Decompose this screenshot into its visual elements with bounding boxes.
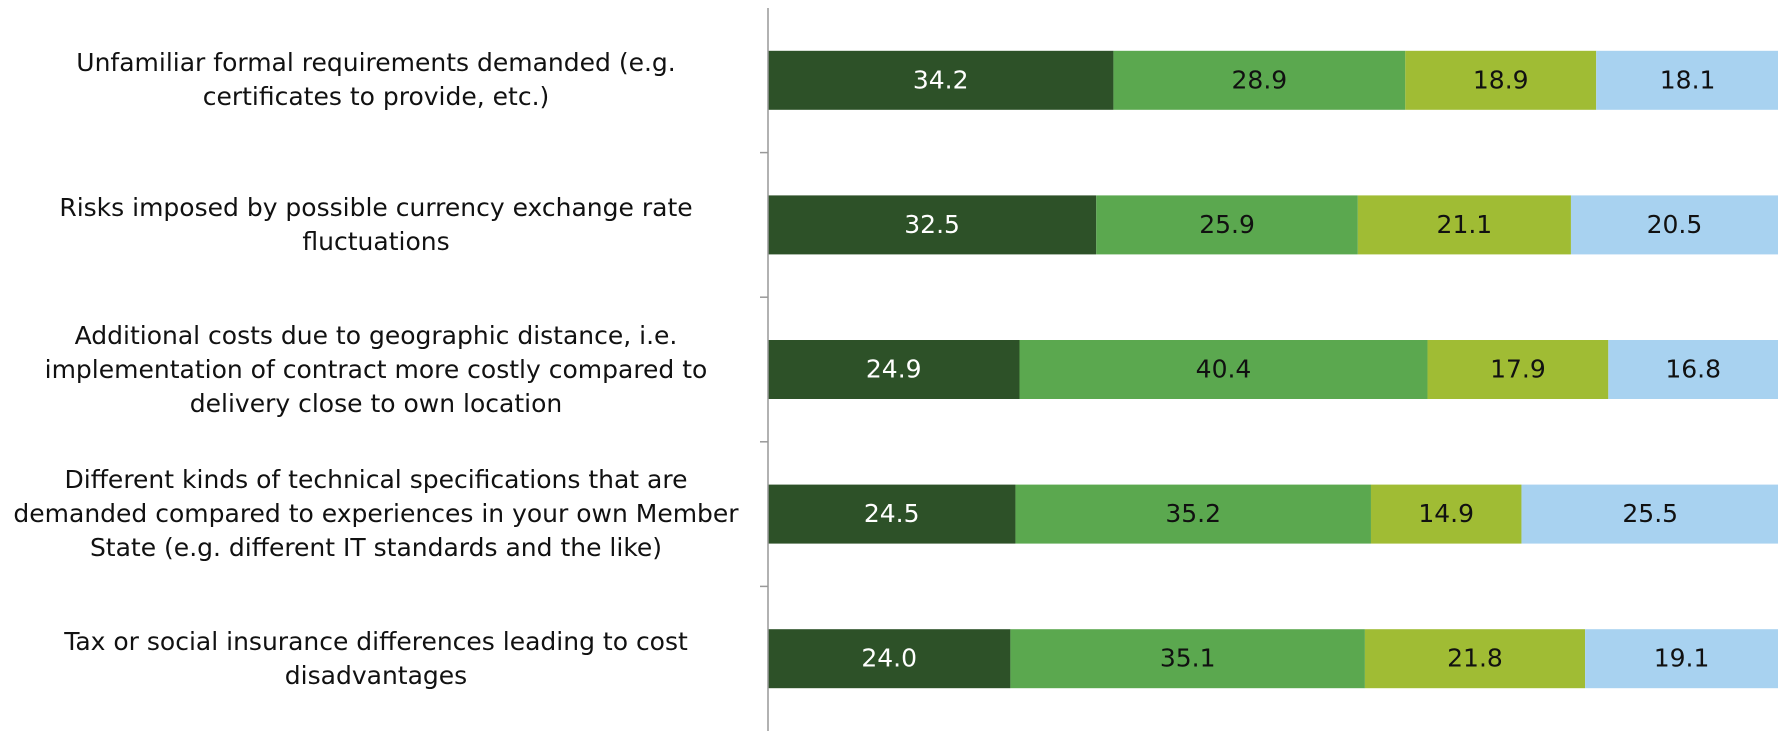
category-label: Unfamiliar formal requirements demanded … [76, 48, 676, 112]
value-label: 17.9 [1490, 355, 1546, 384]
bar-segment [1010, 629, 1365, 689]
value-label: 14.9 [1418, 499, 1474, 528]
bar-segment [768, 629, 1011, 689]
value-label: 21.8 [1447, 644, 1503, 673]
bar-segment [1570, 195, 1778, 255]
bar-segment [1521, 484, 1778, 544]
category-label: Risks imposed by possible currency excha… [59, 192, 693, 256]
bar-segment [768, 50, 1114, 110]
value-label: 16.8 [1665, 355, 1721, 384]
value-label: 32.5 [904, 210, 960, 239]
value-label: 21.1 [1437, 210, 1493, 239]
bar-segment [768, 484, 1016, 544]
bar-segment [1370, 484, 1522, 544]
value-label: 24.5 [864, 499, 920, 528]
value-label: 25.9 [1199, 210, 1255, 239]
value-label: 24.0 [861, 644, 917, 673]
value-label: 20.5 [1647, 210, 1703, 239]
bar-segment [1596, 50, 1778, 110]
value-label: 35.2 [1165, 499, 1221, 528]
value-label: 34.2 [913, 65, 969, 94]
bar-segment [1015, 484, 1371, 544]
value-label: 24.9 [866, 355, 922, 384]
value-label: 40.4 [1196, 355, 1252, 384]
category-label: Tax or social insurance differences lead… [64, 626, 688, 690]
value-label: 18.1 [1660, 65, 1716, 94]
category-label: Additional costs due to geographic dista… [44, 320, 708, 418]
bar-segment [1585, 629, 1778, 689]
bar-segment [1096, 195, 1358, 255]
bar-segment [1608, 340, 1778, 399]
value-label: 18.9 [1473, 65, 1529, 94]
bar-segment [1427, 340, 1609, 399]
bar-segment [1364, 629, 1586, 689]
category-label: Different kinds of technical specificati… [13, 465, 739, 563]
value-label: 35.1 [1160, 644, 1216, 673]
value-label: 28.9 [1232, 65, 1288, 94]
bar-segment [768, 195, 1097, 255]
value-label: 19.1 [1654, 644, 1710, 673]
bar-segment [768, 340, 1020, 399]
bar-segment [1405, 50, 1597, 110]
bar-segment [1357, 195, 1571, 255]
bar-segment [1113, 50, 1406, 110]
bar-segment [1019, 340, 1428, 399]
value-label: 25.5 [1622, 499, 1678, 528]
